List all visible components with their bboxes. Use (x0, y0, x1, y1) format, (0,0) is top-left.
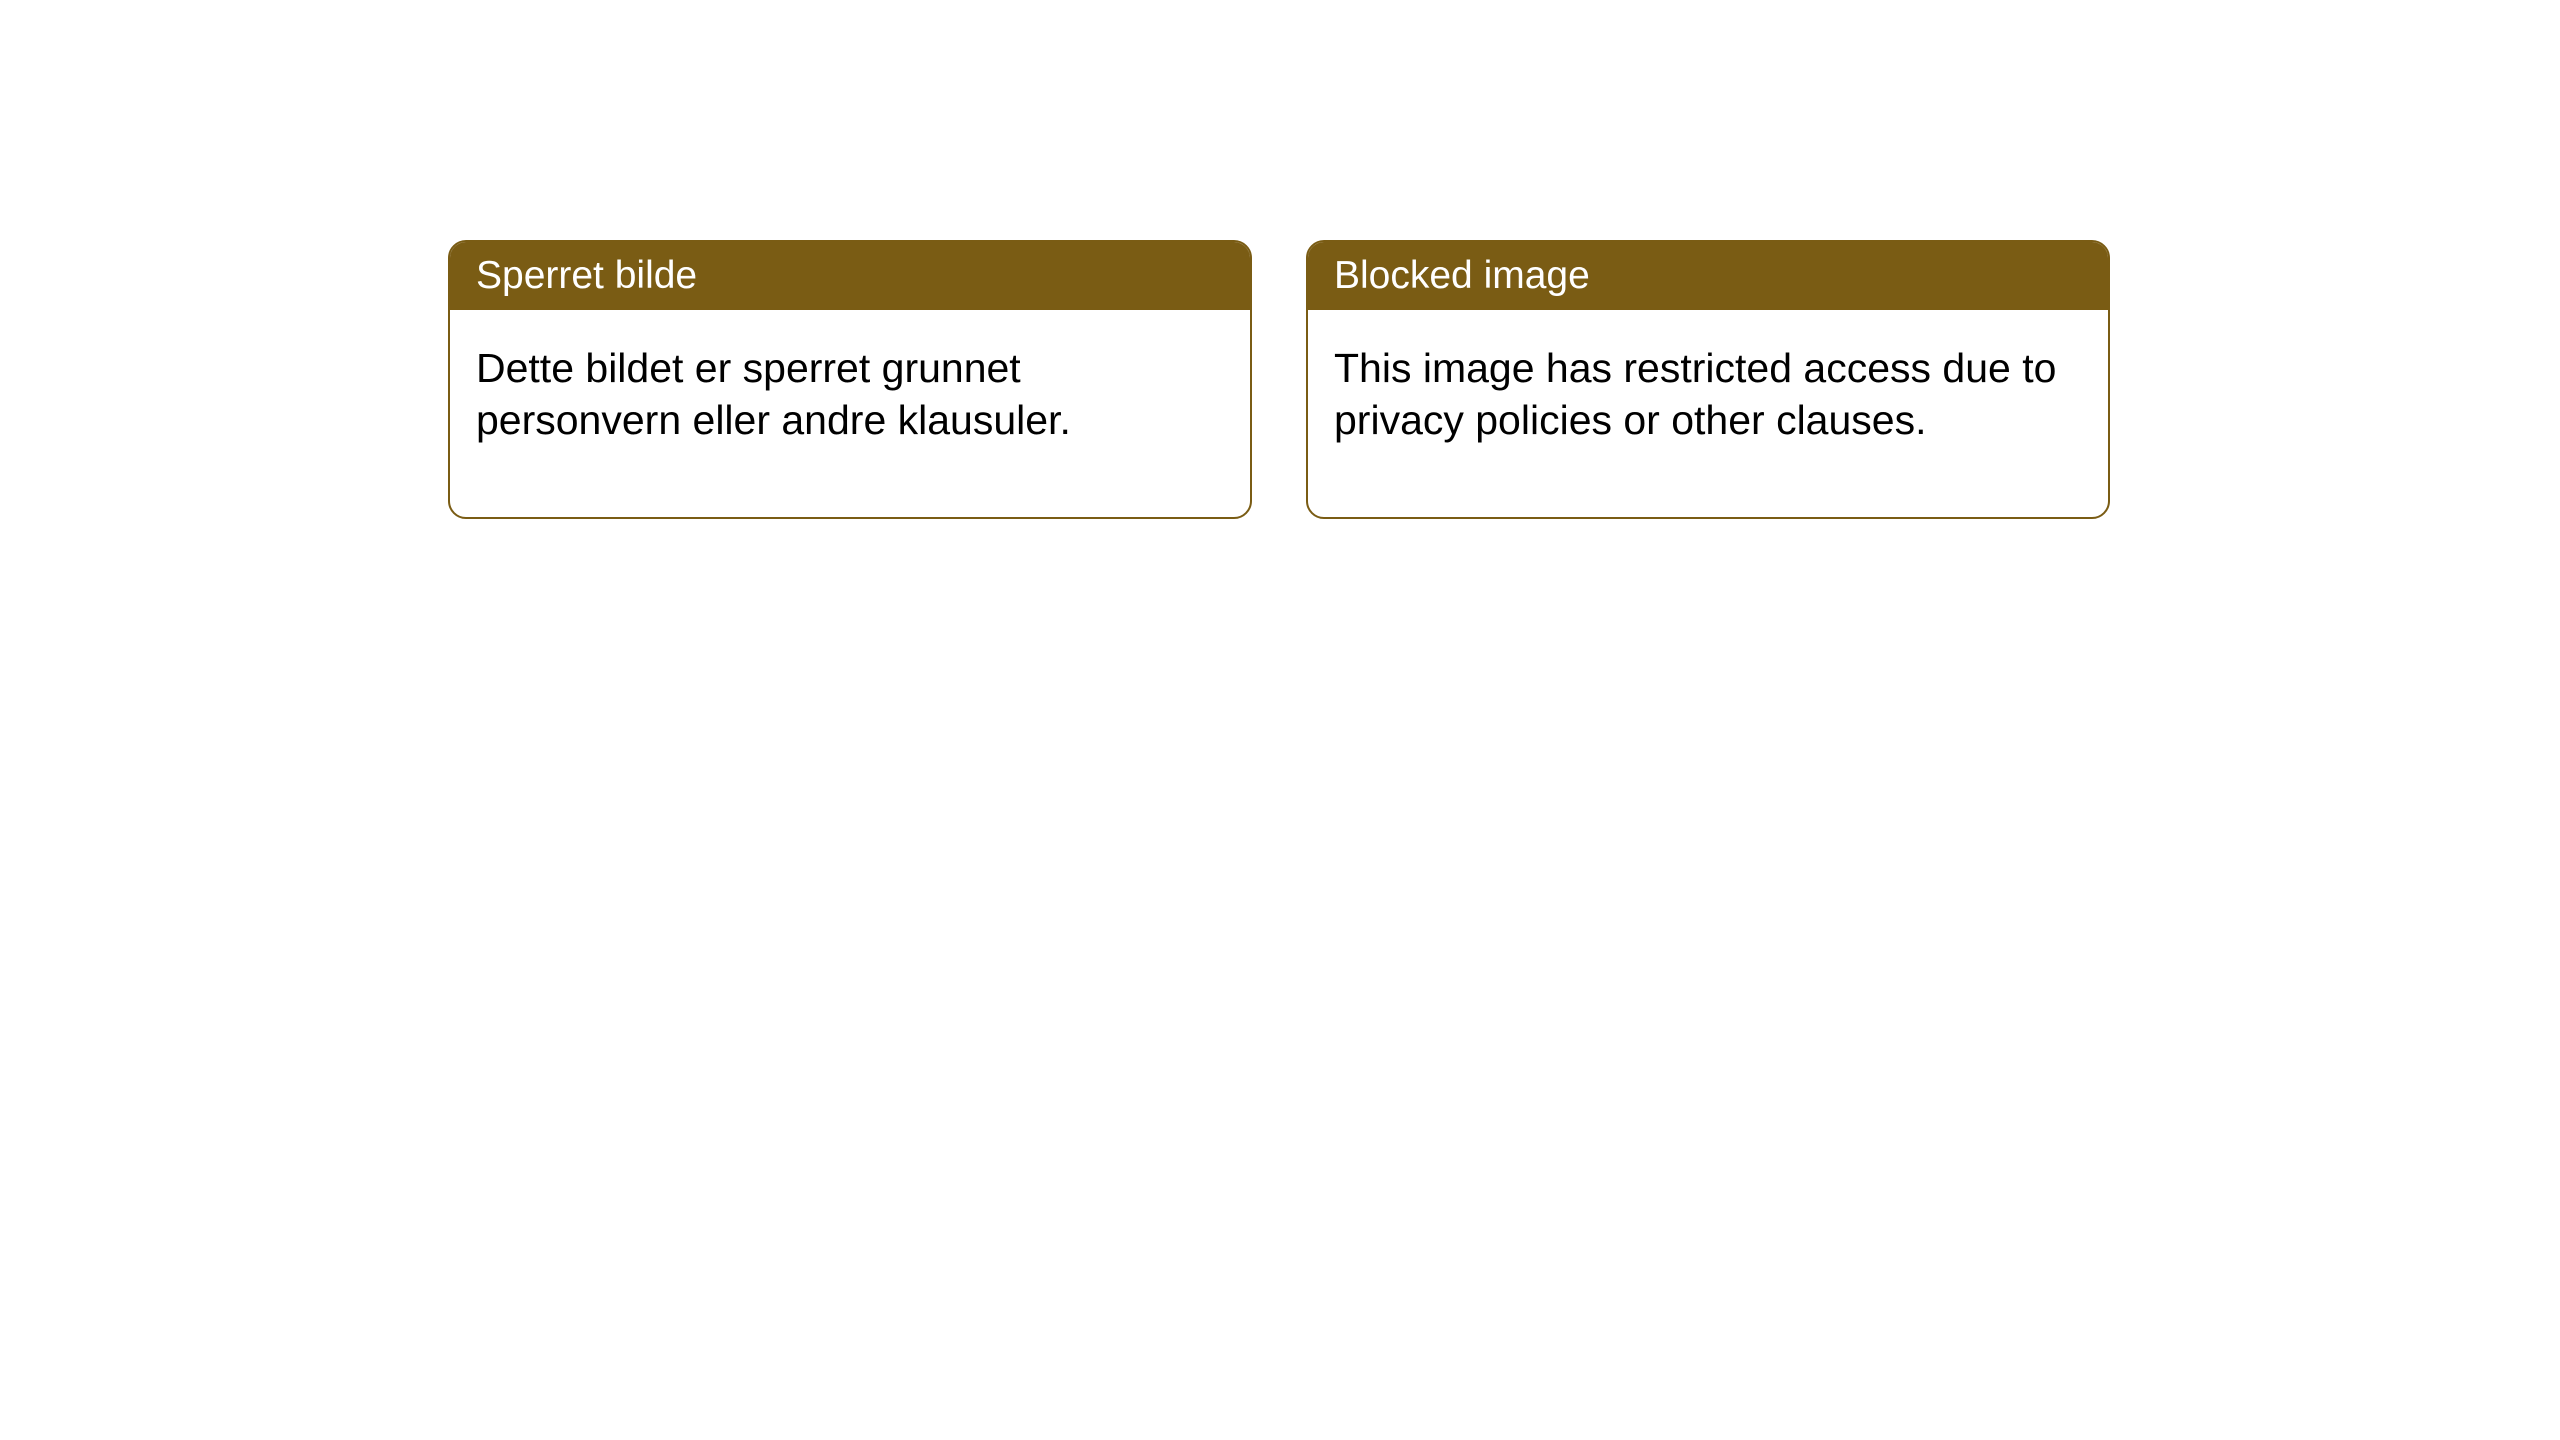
notice-card-norwegian: Sperret bilde Dette bildet er sperret gr… (448, 240, 1252, 519)
notice-card-body: This image has restricted access due to … (1308, 310, 2108, 517)
notice-card-english: Blocked image This image has restricted … (1306, 240, 2110, 519)
notice-card-title: Blocked image (1308, 242, 2108, 310)
notice-container: Sperret bilde Dette bildet er sperret gr… (0, 0, 2560, 519)
notice-card-title: Sperret bilde (450, 242, 1250, 310)
notice-card-body: Dette bildet er sperret grunnet personve… (450, 310, 1250, 517)
